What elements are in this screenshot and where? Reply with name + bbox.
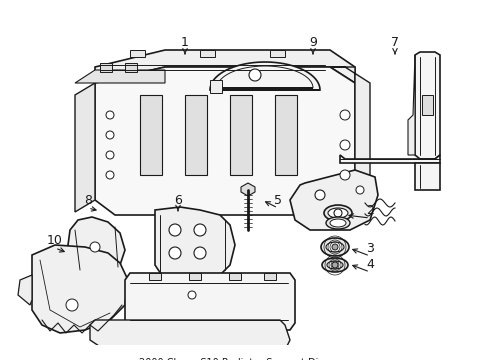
Polygon shape [18, 275, 32, 305]
Circle shape [339, 170, 349, 180]
Polygon shape [184, 95, 206, 175]
Text: 8: 8 [84, 194, 92, 207]
Polygon shape [95, 50, 354, 83]
Polygon shape [95, 67, 354, 215]
Polygon shape [407, 55, 414, 155]
Polygon shape [209, 80, 222, 93]
Polygon shape [75, 70, 164, 83]
Circle shape [339, 110, 349, 120]
Polygon shape [274, 95, 296, 175]
Polygon shape [269, 50, 285, 57]
Text: 9: 9 [308, 36, 316, 49]
Circle shape [339, 140, 349, 150]
Ellipse shape [320, 238, 348, 256]
Text: 5: 5 [273, 194, 282, 207]
Ellipse shape [326, 261, 342, 269]
Polygon shape [140, 95, 162, 175]
Ellipse shape [324, 205, 351, 221]
Polygon shape [130, 50, 145, 57]
Polygon shape [329, 67, 369, 215]
Text: 7: 7 [390, 36, 398, 49]
Polygon shape [228, 320, 241, 330]
Circle shape [314, 190, 325, 200]
Circle shape [194, 247, 205, 259]
Circle shape [331, 244, 337, 250]
Polygon shape [264, 320, 275, 330]
Circle shape [106, 131, 114, 139]
Text: 3: 3 [366, 242, 373, 255]
Circle shape [106, 151, 114, 159]
Text: 10: 10 [47, 234, 63, 247]
Polygon shape [125, 63, 137, 72]
Polygon shape [175, 280, 215, 313]
Polygon shape [414, 163, 439, 190]
Ellipse shape [321, 258, 347, 272]
Circle shape [333, 209, 341, 217]
Circle shape [106, 111, 114, 119]
Circle shape [106, 171, 114, 179]
Polygon shape [229, 95, 251, 175]
Polygon shape [241, 183, 254, 196]
Circle shape [248, 69, 261, 81]
Circle shape [169, 224, 181, 236]
Text: 2000 Chevy S10 Radiator Support Diagram: 2000 Chevy S10 Radiator Support Diagram [139, 358, 349, 360]
Polygon shape [149, 320, 161, 330]
Polygon shape [189, 273, 201, 280]
Polygon shape [289, 170, 377, 230]
Circle shape [331, 262, 337, 268]
Ellipse shape [329, 219, 346, 227]
Circle shape [355, 186, 363, 194]
Polygon shape [200, 50, 215, 57]
Circle shape [66, 299, 78, 311]
Polygon shape [155, 207, 235, 280]
Polygon shape [90, 320, 289, 350]
Circle shape [169, 247, 181, 259]
Polygon shape [339, 155, 439, 163]
Text: 2: 2 [366, 203, 373, 216]
Ellipse shape [325, 242, 343, 252]
Polygon shape [125, 273, 294, 330]
Polygon shape [264, 273, 275, 280]
Polygon shape [75, 83, 95, 212]
Polygon shape [421, 95, 432, 115]
Polygon shape [58, 245, 68, 265]
Polygon shape [189, 320, 201, 330]
Text: 4: 4 [366, 257, 373, 270]
Text: 6: 6 [174, 194, 182, 207]
Ellipse shape [325, 217, 349, 229]
Polygon shape [68, 217, 125, 275]
Circle shape [90, 242, 100, 252]
Polygon shape [209, 62, 319, 90]
Polygon shape [149, 273, 161, 280]
Ellipse shape [327, 208, 347, 218]
Polygon shape [414, 52, 439, 159]
Circle shape [187, 291, 196, 299]
Circle shape [194, 224, 205, 236]
Polygon shape [228, 273, 241, 280]
Polygon shape [32, 245, 128, 333]
Polygon shape [100, 63, 112, 72]
Text: 1: 1 [181, 36, 188, 49]
